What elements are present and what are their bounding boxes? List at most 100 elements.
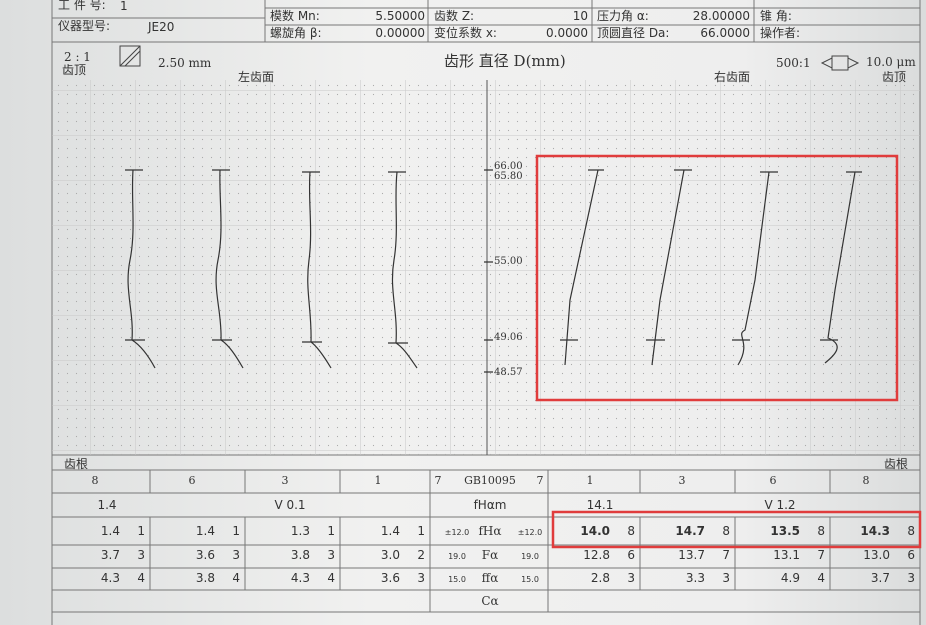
grade: 3	[417, 571, 425, 585]
column-header: 3	[281, 474, 289, 487]
parameter: fHα	[478, 524, 502, 538]
deviation: 3.7	[100, 548, 120, 562]
label: 变位系数 x:	[434, 26, 497, 40]
label: 2.50 mm	[158, 56, 212, 70]
parameter: Fα	[481, 548, 499, 562]
tolerance: ±12.0	[444, 528, 470, 537]
column-header: 1	[586, 474, 594, 487]
grade: 3	[232, 548, 240, 562]
deviation: 3.7	[870, 571, 890, 585]
label: 螺旋角 β:	[270, 26, 322, 40]
deviation: 4.3	[290, 571, 310, 585]
deviation: 13.7	[678, 548, 705, 562]
grade: 3	[627, 571, 635, 585]
column-header: 8	[862, 474, 870, 487]
deviation: 13.1	[773, 548, 800, 562]
grade: 3	[907, 571, 915, 585]
tolerance: 15.0	[521, 575, 539, 584]
grade: 4	[817, 571, 825, 585]
value: 10	[572, 9, 588, 23]
tolerance: 19.0	[521, 552, 539, 561]
grade: 1	[137, 524, 145, 538]
deviation: 2.8	[590, 571, 610, 585]
deviation: 1.3	[290, 524, 310, 538]
deviation: 3.8	[195, 571, 215, 585]
deviation: 14.3	[860, 524, 890, 538]
diameter: 55.00	[494, 256, 523, 267]
label: 仪器型号:	[58, 19, 111, 33]
grade: 6	[907, 548, 915, 562]
label: 左齿面	[238, 70, 275, 84]
grade: 1	[417, 524, 425, 538]
value: 5.50000	[375, 9, 425, 23]
label: 锥 角:	[760, 9, 792, 23]
label: 齿根	[64, 457, 89, 471]
summary-cell: fHαm	[473, 498, 507, 512]
chart-title: 齿形 直径 D(mm)	[444, 52, 566, 70]
label: 压力角 α:	[597, 9, 649, 23]
deviation: 1.4	[100, 524, 120, 538]
grade: 1	[232, 524, 240, 538]
deviation: 3.6	[380, 571, 400, 585]
summary-cell: V 0.1	[274, 498, 306, 512]
summary-cell: 14.1	[586, 498, 614, 512]
value: 66.0000	[700, 26, 750, 40]
deviation: 14.7	[675, 524, 705, 538]
deviation: 3.8	[290, 548, 310, 562]
label: 工 件 号:	[58, 0, 106, 12]
scale: 2 : 1	[64, 50, 91, 64]
column-header: 1	[374, 474, 382, 487]
scale: 500:1	[776, 56, 811, 70]
grade: 3	[722, 571, 730, 585]
column-header: 7	[434, 474, 442, 487]
grade: 7	[722, 548, 730, 562]
tolerance: 19.0	[448, 552, 466, 561]
label: 操作者:	[760, 26, 801, 40]
deviation: 13.5	[770, 524, 800, 538]
deviation: 4.3	[100, 571, 120, 585]
deviation: 1.4	[380, 524, 400, 538]
summary-cell: V 1.2	[764, 498, 796, 512]
value: JE20	[148, 20, 175, 34]
grade: 4	[327, 571, 335, 585]
label: 10.0 μm	[866, 55, 916, 69]
diameter: 66.00	[494, 161, 523, 172]
grade: 8	[722, 524, 730, 538]
grade: 8	[817, 524, 825, 538]
highlight-boxes	[535, 154, 922, 549]
column-header: 6	[188, 474, 196, 487]
deviation: 3.3	[685, 571, 705, 585]
deviation: 3.6	[195, 548, 215, 562]
grade: 3	[327, 548, 335, 562]
value: 0.00000	[375, 26, 425, 40]
deviation: 13.0	[863, 548, 890, 562]
grade: 8	[627, 524, 635, 538]
label: 齿根	[884, 457, 909, 471]
tolerance: ±12.0	[517, 528, 543, 537]
column-header: 8	[91, 474, 99, 487]
column-header: GB10095	[464, 474, 516, 487]
column-header: 6	[769, 474, 777, 487]
label: 模数 Mn:	[270, 9, 320, 23]
grade: 6	[627, 548, 635, 562]
value: 1	[120, 0, 128, 13]
parameter: Cα	[481, 594, 499, 608]
deviation: 4.9	[780, 571, 800, 585]
grade: 2	[417, 548, 425, 562]
column-header: 3	[678, 474, 686, 487]
value: 28.00000	[692, 9, 750, 23]
label: 右齿面	[714, 70, 751, 84]
deviation: 12.8	[583, 548, 610, 562]
label: 顶圆直径 Da:	[597, 26, 670, 40]
grade: 8	[907, 524, 915, 538]
grade: 3	[137, 548, 145, 562]
profile-traces	[125, 169, 862, 373]
deviation: 1.4	[195, 524, 215, 538]
label: 齿顶	[62, 63, 87, 77]
grade: 7	[817, 548, 825, 562]
summary-cell: 1.4	[97, 498, 117, 512]
deviation: 3.0	[380, 548, 400, 562]
parameter: ffα	[481, 571, 499, 585]
value: 0.0000	[546, 26, 588, 40]
